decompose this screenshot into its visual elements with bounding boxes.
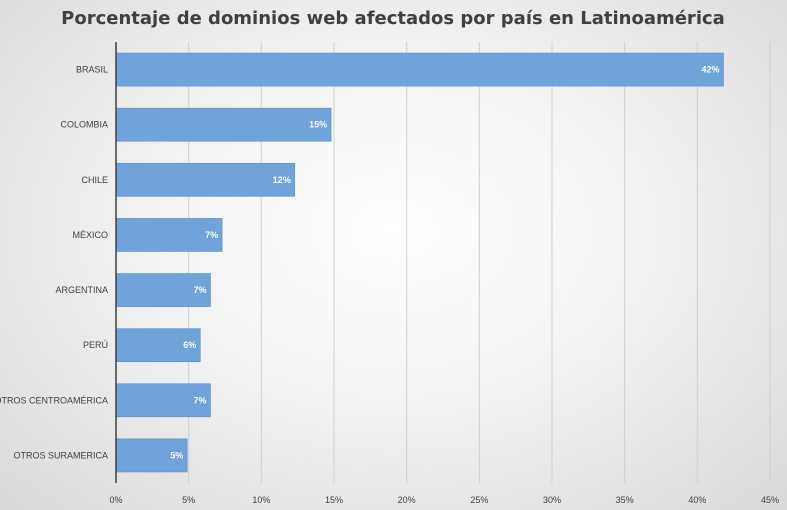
x-tick-label: 30% — [543, 495, 561, 505]
data-label: 7% — [193, 285, 206, 295]
category-label: CHILE — [81, 175, 108, 185]
category-label: OTROS SURAMERICA — [13, 450, 108, 460]
category-label: MÉXICO — [72, 230, 108, 240]
category-label: PERÚ — [83, 340, 108, 350]
x-tick-label: 20% — [398, 495, 416, 505]
x-tick-label: 5% — [182, 495, 195, 505]
data-label: 6% — [183, 340, 196, 350]
bar — [115, 438, 188, 473]
bar — [115, 273, 211, 307]
x-tick-label: 10% — [252, 495, 270, 505]
data-label: 12% — [273, 175, 291, 185]
bar — [115, 107, 332, 142]
category-label: ARGENTINA — [55, 285, 108, 295]
bar — [115, 162, 296, 197]
data-label: 7% — [205, 230, 218, 240]
x-tick-label: 0% — [109, 495, 122, 505]
bar — [115, 218, 223, 252]
category-label: OTROS CENTROAMÉRICA — [0, 395, 108, 405]
bars — [115, 52, 724, 473]
bar — [115, 383, 211, 418]
bar — [115, 328, 201, 363]
bar — [115, 52, 724, 87]
data-label: 5% — [170, 450, 183, 460]
x-tick-label: 35% — [616, 495, 634, 505]
data-label: 42% — [701, 65, 719, 75]
labels: 0% 5% 10% 15% 20% 25% 30% 35% 40% 45% BRASIL 42% COL… — [0, 65, 779, 505]
x-tick-label: 40% — [688, 495, 706, 505]
data-label: 15% — [309, 120, 327, 130]
x-tick-label: 15% — [325, 495, 343, 505]
x-tick-label: 45% — [761, 495, 779, 505]
category-label: COLOMBIA — [60, 120, 108, 130]
data-label: 7% — [193, 395, 206, 405]
chart-title: Porcentaje de dominios web afectados por… — [61, 8, 725, 29]
category-label: BRASIL — [76, 65, 108, 75]
x-tick-label: 25% — [470, 495, 488, 505]
